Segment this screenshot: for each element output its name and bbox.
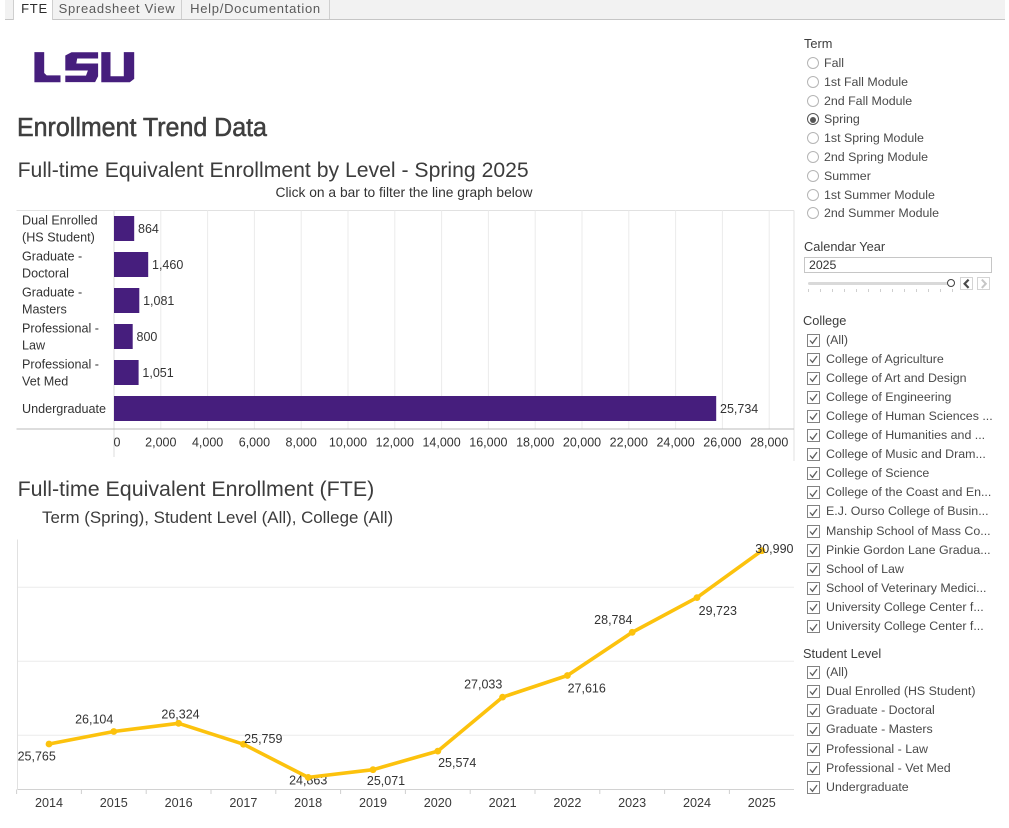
svg-text:2025: 2025 [748, 796, 776, 810]
svg-text:16,000: 16,000 [469, 436, 507, 450]
svg-text:2018: 2018 [294, 796, 322, 810]
svg-text:25,734: 25,734 [720, 402, 758, 416]
svg-text:25,574: 25,574 [438, 756, 476, 770]
svg-text:Professional -: Professional - [22, 322, 99, 336]
svg-text:20,000: 20,000 [563, 436, 601, 450]
svg-text:1,460: 1,460 [152, 258, 183, 272]
svg-text:4,000: 4,000 [192, 436, 223, 450]
svg-text:2,000: 2,000 [145, 436, 176, 450]
svg-text:2024: 2024 [683, 796, 711, 810]
svg-text:2014: 2014 [35, 796, 63, 810]
svg-text:28,000: 28,000 [750, 436, 788, 450]
svg-text:8,000: 8,000 [286, 436, 317, 450]
svg-text:Doctoral: Doctoral [22, 266, 69, 280]
svg-text:2023: 2023 [618, 796, 646, 810]
svg-text:(HS Student): (HS Student) [22, 230, 95, 244]
svg-text:2015: 2015 [100, 796, 128, 810]
svg-text:28,784: 28,784 [594, 613, 632, 627]
svg-text:Law: Law [22, 338, 46, 352]
svg-text:Undergraduate: Undergraduate [22, 402, 106, 416]
svg-text:2020: 2020 [424, 796, 452, 810]
svg-text:1,051: 1,051 [142, 366, 173, 380]
svg-text:18,000: 18,000 [516, 436, 554, 450]
svg-text:25,071: 25,071 [367, 774, 405, 788]
svg-text:29,723: 29,723 [699, 604, 737, 618]
svg-text:2019: 2019 [359, 796, 387, 810]
svg-text:25,765: 25,765 [18, 750, 56, 764]
svg-text:14,000: 14,000 [422, 436, 460, 450]
svg-text:27,616: 27,616 [568, 682, 606, 696]
svg-text:26,324: 26,324 [161, 707, 199, 721]
svg-text:22,000: 22,000 [610, 436, 648, 450]
svg-text:26,000: 26,000 [703, 436, 741, 450]
svg-text:1,081: 1,081 [143, 294, 174, 308]
svg-text:800: 800 [137, 330, 158, 344]
svg-text:Graduate -: Graduate - [22, 286, 82, 300]
svg-text:Vet Med: Vet Med [22, 374, 68, 388]
svg-text:2022: 2022 [553, 796, 581, 810]
svg-text:Dual Enrolled: Dual Enrolled [22, 214, 98, 228]
svg-text:27,033: 27,033 [464, 678, 502, 692]
svg-text:0: 0 [114, 436, 121, 450]
svg-text:864: 864 [138, 222, 159, 236]
svg-text:Graduate -: Graduate - [22, 250, 82, 264]
svg-text:2017: 2017 [229, 796, 257, 810]
svg-text:24,000: 24,000 [656, 436, 694, 450]
svg-text:12,000: 12,000 [376, 436, 414, 450]
svg-text:Masters: Masters [22, 302, 67, 316]
svg-text:2021: 2021 [489, 796, 517, 810]
svg-text:2016: 2016 [165, 796, 193, 810]
svg-text:26,104: 26,104 [75, 712, 113, 726]
svg-text:Professional -: Professional - [22, 358, 99, 372]
svg-text:25,759: 25,759 [244, 732, 282, 746]
svg-text:6,000: 6,000 [239, 436, 270, 450]
svg-text:10,000: 10,000 [329, 436, 367, 450]
svg-text:30,990: 30,990 [755, 542, 793, 556]
